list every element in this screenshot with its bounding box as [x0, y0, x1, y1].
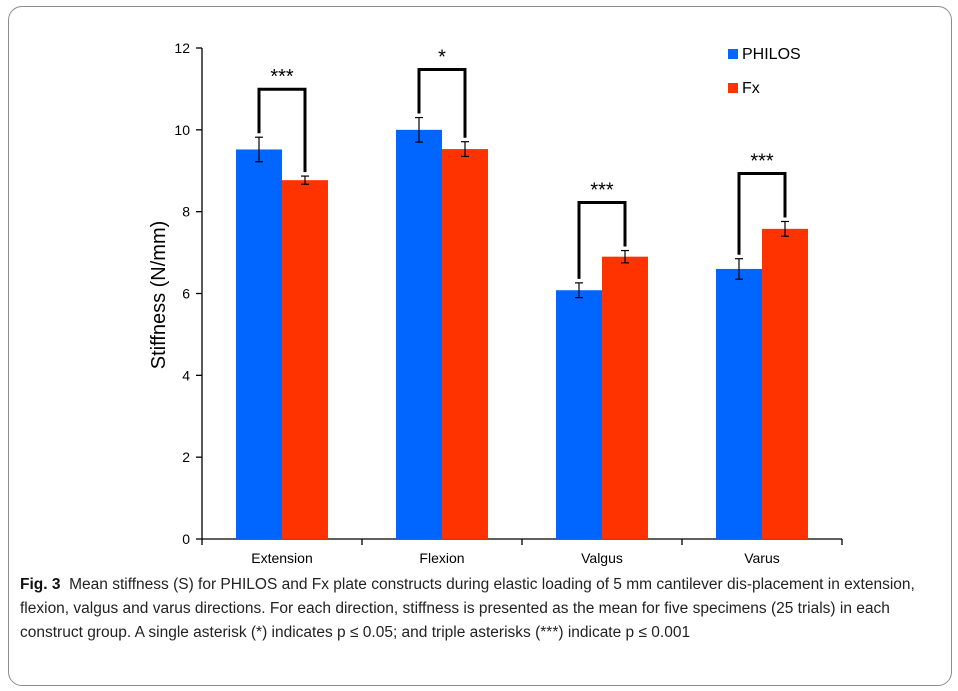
bar-philos [396, 129, 442, 540]
legend-swatch-fx [728, 83, 738, 93]
y-tick-label: 2 [182, 449, 190, 465]
significance-annotations: ********** [257, 47, 787, 279]
bar-philos [716, 268, 762, 539]
bar-fx [762, 228, 808, 539]
bar-philos [236, 149, 282, 539]
figure-caption: Fig. 3 Mean stiffness (S) for PHILOS and… [20, 573, 938, 645]
y-tick-label: 6 [182, 286, 190, 302]
chart-legend: PHILOS Fx [728, 46, 801, 97]
caption-text: Mean stiffness (S) for PHILOS and Fx pla… [20, 576, 915, 641]
legend-swatch-philos [728, 49, 738, 59]
legend-label-philos: PHILOS [742, 46, 801, 63]
bar-fx [442, 149, 488, 540]
significance-stars: *** [270, 66, 294, 88]
y-tick-label: 8 [182, 204, 190, 220]
bar-philos [556, 290, 602, 539]
significance-bracket [257, 87, 307, 173]
x-tick-label: Valgus [581, 550, 623, 566]
significance-stars: *** [750, 150, 774, 172]
significance-bracket [577, 201, 627, 279]
legend-label-fx: Fx [742, 80, 760, 97]
y-tick-label: 10 [174, 122, 190, 138]
significance-stars: * [438, 47, 446, 69]
x-tick-label: Varus [744, 550, 780, 566]
y-tick-label: 12 [174, 40, 190, 56]
y-tick-label: 0 [182, 531, 190, 547]
bar-fx [282, 180, 328, 539]
significance-bracket [417, 68, 467, 138]
significance-stars: *** [590, 180, 614, 202]
caption-label: Fig. 3 [20, 576, 61, 593]
bar-fx [602, 256, 648, 539]
x-tick-label: Flexion [419, 550, 464, 566]
significance-bracket [737, 171, 787, 255]
x-tick-label: Extension [251, 550, 312, 566]
chart-bars [236, 116, 808, 540]
y-tick-label: 4 [182, 367, 190, 383]
y-axis-label: Stiffness (N/mm) [148, 221, 170, 370]
